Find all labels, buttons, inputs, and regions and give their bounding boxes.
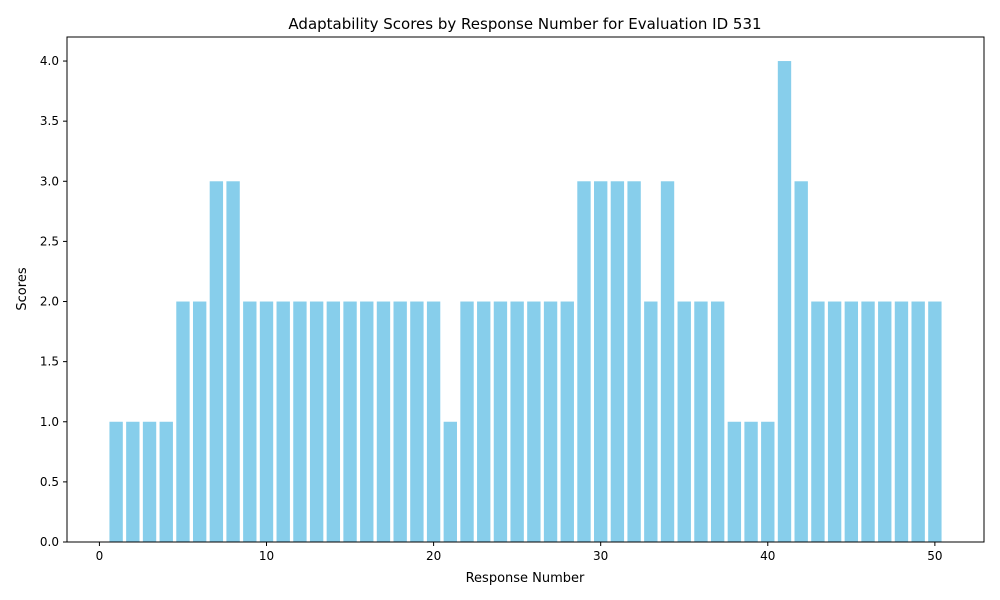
bar-response-38 xyxy=(727,421,742,542)
bar-response-30 xyxy=(594,181,608,543)
y-tick-label: 1.0 xyxy=(40,415,59,429)
y-tick-label: 0.5 xyxy=(40,475,59,489)
x-tick-label: 40 xyxy=(760,549,775,563)
bar-response-48 xyxy=(894,301,909,542)
bar-response-7 xyxy=(209,181,224,543)
bar-response-45 xyxy=(844,301,859,542)
bar-response-1 xyxy=(109,421,123,542)
bar-response-37 xyxy=(710,301,725,542)
bar-response-33 xyxy=(644,301,658,542)
bar-response-3 xyxy=(142,421,157,542)
bar-response-11 xyxy=(276,301,290,542)
y-tick-label: 2.5 xyxy=(40,234,59,248)
plot-frame xyxy=(66,36,985,543)
bar-response-18 xyxy=(393,301,407,542)
x-tick-label: 50 xyxy=(927,549,942,563)
bar-response-24 xyxy=(493,301,508,542)
bar-response-50 xyxy=(928,301,942,542)
bar-response-29 xyxy=(577,181,591,543)
bar-response-2 xyxy=(126,421,140,542)
bar-response-47 xyxy=(878,301,892,542)
y-tick-label: 3.5 xyxy=(40,114,59,128)
bar-response-44 xyxy=(827,301,842,542)
bar-response-20 xyxy=(426,301,441,542)
bar-response-17 xyxy=(376,301,391,542)
bar-response-41 xyxy=(777,61,792,543)
bar-response-8 xyxy=(226,181,240,543)
bar-response-16 xyxy=(360,301,374,542)
x-tick-label: 20 xyxy=(426,549,441,563)
y-tick-label: 2.0 xyxy=(40,295,59,309)
bar-response-6 xyxy=(192,301,207,542)
x-tick-label: 10 xyxy=(259,549,274,563)
bar-response-4 xyxy=(159,421,173,542)
chart-title: Adaptability Scores by Response Number f… xyxy=(288,15,761,33)
bar-response-21 xyxy=(443,421,457,542)
bar-response-15 xyxy=(343,301,357,542)
bar-response-39 xyxy=(744,421,758,542)
x-axis-label: Response Number xyxy=(466,571,585,586)
y-axis-ticks: 0.0 0.5 1.0 1.5 2.0 2.5 3.0 3.5 4.0 xyxy=(40,54,67,549)
bar-response-23 xyxy=(477,301,491,542)
bar-response-9 xyxy=(243,301,257,542)
bar-response-10 xyxy=(259,301,274,542)
bar-response-25 xyxy=(510,301,524,542)
bar-response-32 xyxy=(627,181,641,543)
bar-response-46 xyxy=(861,301,875,542)
y-axis-label: Scores xyxy=(15,267,30,310)
bar-response-22 xyxy=(460,301,474,542)
y-tick-label: 1.5 xyxy=(40,355,59,369)
x-tick-label: 30 xyxy=(593,549,608,563)
bar-response-40 xyxy=(761,421,775,542)
y-tick-label: 0.0 xyxy=(40,535,59,549)
y-tick-label: 4.0 xyxy=(40,54,59,68)
bar-response-36 xyxy=(694,301,708,542)
bar-response-14 xyxy=(326,301,341,542)
bar-response-43 xyxy=(811,301,825,542)
bar-response-42 xyxy=(794,181,808,543)
bar-response-19 xyxy=(410,301,424,542)
bars-group xyxy=(109,61,942,543)
bar-response-49 xyxy=(911,301,925,542)
bar-response-35 xyxy=(677,301,691,542)
bar-response-31 xyxy=(610,181,625,543)
bar-response-27 xyxy=(543,301,558,542)
y-tick-label: 3.0 xyxy=(40,174,59,188)
bar-response-12 xyxy=(293,301,307,542)
bar-response-13 xyxy=(309,301,324,542)
x-tick-label: 0 xyxy=(96,549,104,563)
bar-response-28 xyxy=(560,301,574,542)
bar-response-26 xyxy=(527,301,541,542)
bar-response-5 xyxy=(176,301,190,542)
x-axis-ticks: 0 10 20 30 40 50 xyxy=(96,542,943,563)
bar-response-34 xyxy=(660,181,675,543)
